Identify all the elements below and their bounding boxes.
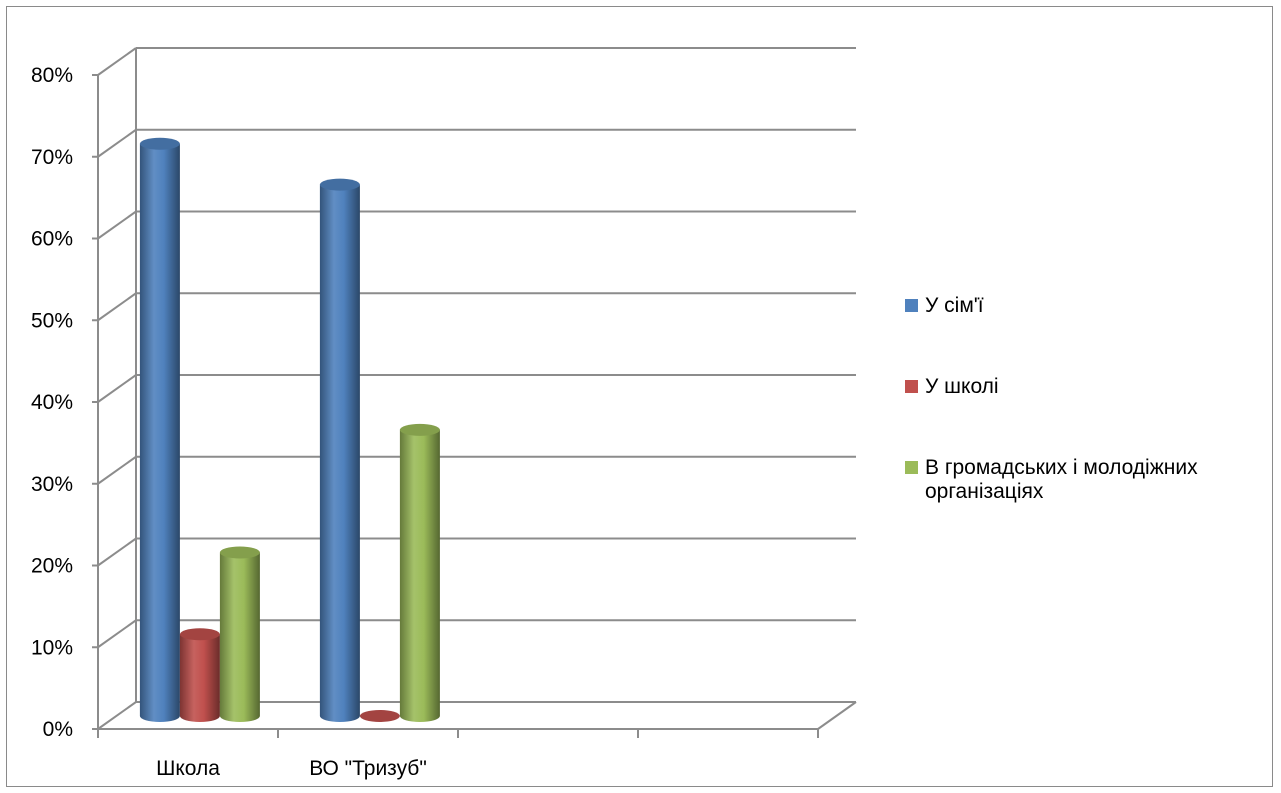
y-tick-label: 30% <box>31 473 73 496</box>
bar <box>139 137 180 722</box>
y-tick-label: 10% <box>31 636 73 659</box>
y-tick-label: 80% <box>31 64 73 87</box>
floor-right-edge <box>817 701 857 730</box>
y-axis-ticks: 0% 10% 20% 30% 40% 50% 60% 70% 80% <box>31 64 98 741</box>
legend-item: У школі <box>905 375 999 398</box>
legend-label: організаціях <box>925 480 1044 503</box>
legend-item: У сім'ї <box>905 294 984 317</box>
bar-top <box>219 546 260 559</box>
y-tick-label: 50% <box>31 309 73 332</box>
plot-walls <box>97 48 857 730</box>
gridline-diagonal <box>97 537 137 567</box>
legend-label: У сім'ї <box>925 294 984 317</box>
bar <box>399 423 440 722</box>
y-tick-label: 60% <box>31 228 73 251</box>
bar-top <box>399 423 440 436</box>
gridline-diagonal <box>97 701 137 730</box>
y-tick-label: 0% <box>43 718 73 741</box>
gridline-diagonal <box>97 455 137 485</box>
x-axis-ticks: Школа ВО "Тризуб" <box>97 729 819 780</box>
gridline-diagonal <box>97 47 137 76</box>
gridline-diagonal <box>97 619 137 649</box>
y-tick-label: 70% <box>31 146 73 169</box>
bar <box>319 178 360 722</box>
x-tick-label: ВО "Тризуб" <box>309 757 427 780</box>
legend: У сім'ї У школі В громадських і молодіжних… <box>905 294 1198 503</box>
bar <box>359 710 400 722</box>
bar-body <box>319 184 360 722</box>
gridline-diagonal <box>97 128 137 158</box>
bar-body <box>219 552 260 722</box>
bar-top <box>359 710 400 722</box>
legend-swatch <box>905 380 918 393</box>
y-tick-label: 40% <box>31 391 73 414</box>
bar-body <box>399 429 440 722</box>
bar-top <box>179 628 220 641</box>
bar-top <box>139 137 180 150</box>
legend-label: В громадських і молодіжних <box>925 456 1198 479</box>
gridline-diagonal <box>97 374 137 403</box>
bars <box>139 137 440 722</box>
legend-swatch <box>905 461 918 474</box>
x-tick-label: Школа <box>156 757 220 780</box>
bar-top <box>319 178 360 191</box>
bar <box>219 546 260 722</box>
bar-body <box>179 634 220 722</box>
y-tick-label: 20% <box>31 555 73 578</box>
gridline-diagonal <box>97 210 137 240</box>
bar <box>179 628 220 722</box>
bar-body <box>139 143 180 722</box>
gridline-diagonal <box>97 292 137 322</box>
legend-label: У школі <box>925 375 999 398</box>
legend-swatch <box>905 299 918 312</box>
gridlines <box>97 47 856 730</box>
